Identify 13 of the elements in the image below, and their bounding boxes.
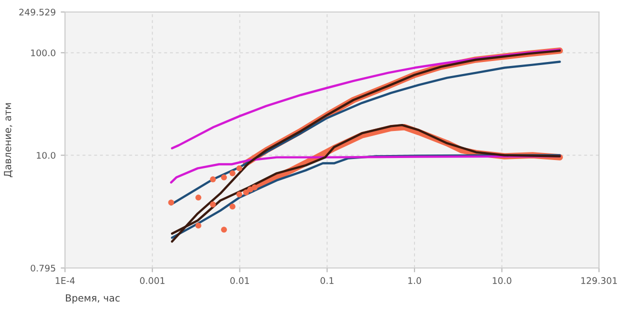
- x-tick-label: 0.001: [140, 277, 164, 284]
- x-tick-label: 129.301: [581, 277, 617, 284]
- y-tick-label: 249.529: [19, 8, 56, 16]
- y-tick-label: 100.0: [31, 49, 56, 56]
- x-tick-label: 1E-4: [56, 277, 75, 284]
- y-axis-title: Давление, атм: [4, 103, 13, 178]
- x-axis-title: Время, час: [66, 294, 120, 304]
- y-tick-label: 10.0: [36, 152, 56, 159]
- x-tick-label: 1.0: [408, 277, 422, 284]
- y-tick-label: 0.795: [30, 264, 56, 272]
- x-tick-label: 10.0: [492, 277, 512, 284]
- x-tick-label: 0.01: [230, 277, 249, 284]
- x-tick-label: 0.1: [320, 277, 334, 284]
